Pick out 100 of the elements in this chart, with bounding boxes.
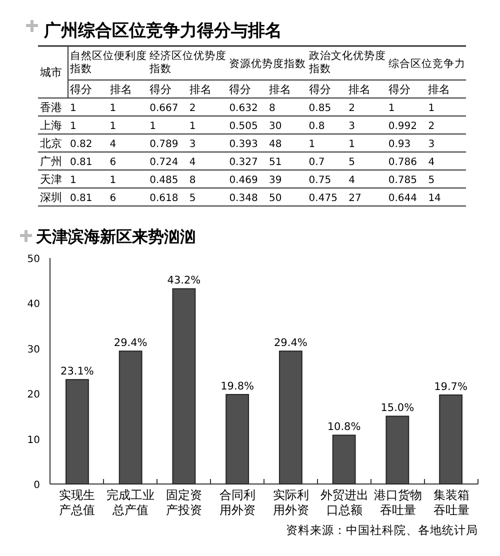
data-label: 39: [269, 175, 282, 186]
x-tick-label: 实际利用外资: [272, 488, 309, 517]
data-label: 0.81: [70, 157, 92, 168]
chart-title: 天津滨海新区来势汹汹: [35, 227, 196, 246]
data-label: 1: [70, 175, 76, 186]
y-tick-label: 30: [27, 344, 40, 356]
data-label: 0.667: [150, 103, 178, 114]
data-label: 19.8%: [220, 380, 254, 393]
data-label: 0.469: [229, 175, 258, 186]
x-tick-label: 排名: [189, 83, 212, 96]
text: 资源优势度指数: [229, 57, 306, 70]
data-label: 1: [70, 103, 76, 114]
y-tick-label: 天津: [40, 173, 62, 186]
data-label: 8: [189, 175, 196, 186]
data-label: 0.93: [388, 139, 411, 150]
data-label: 27: [348, 193, 362, 204]
x-tick-label: 实现生产总值: [58, 488, 95, 517]
x-tick-label: 排名: [348, 83, 371, 96]
data-label: 1: [110, 103, 116, 114]
data-label: 8: [269, 103, 276, 114]
bar: [226, 394, 250, 484]
data-label: 0.7: [308, 157, 325, 168]
data-label: 0.789: [150, 139, 178, 150]
bar: [386, 416, 410, 484]
text: 资料来源：中国社科院、各地统计局: [286, 523, 478, 537]
y-tick-label: 10: [27, 434, 40, 446]
x-tick-label: 合同利用外资: [219, 488, 256, 517]
x-tick-label: 排名: [428, 83, 450, 96]
data-label: 5: [348, 157, 355, 168]
data-label: 0.475: [308, 193, 338, 204]
data-label: 1: [189, 121, 196, 132]
text: 政治文化优势度指数: [308, 49, 386, 75]
data-label: 3: [189, 139, 196, 150]
x-tick-label: 得分: [150, 83, 172, 96]
data-label: 1: [308, 139, 316, 150]
chart-title: 广州综合区位竞争力得分与排名: [43, 21, 282, 41]
text: 经济区位优势度指数: [148, 49, 227, 75]
data-label: 0.327: [229, 157, 258, 168]
data-label: 4: [189, 157, 196, 168]
data-label: 14: [428, 193, 441, 204]
data-label: 51: [269, 157, 282, 168]
x-tick-label: 固定资产投资: [166, 488, 202, 517]
data-label: 0.82: [70, 139, 92, 150]
bar: [439, 394, 462, 484]
data-label: 0.75: [308, 175, 332, 186]
data-label: 2: [428, 121, 435, 132]
data-label: 0.85: [308, 103, 332, 114]
data-label: 0.785: [388, 175, 418, 186]
data-label: 5: [428, 175, 435, 186]
x-tick-label: 排名: [269, 83, 291, 96]
x-tick-label: 集装箱吞吐量: [433, 488, 470, 517]
data-label: 0.644: [388, 193, 418, 204]
bar: [172, 288, 196, 484]
data-label: 0.618: [150, 193, 178, 204]
x-tick-label: 得分: [388, 83, 410, 96]
y-tick-label: 香港: [40, 101, 62, 114]
data-label: 0.632: [229, 103, 258, 114]
data-label: 1: [388, 103, 395, 114]
data-label: 43.2%: [167, 274, 201, 287]
y-tick-label: 0: [34, 480, 40, 491]
y-tick-label: 上海: [40, 119, 62, 132]
data-label: 15.0%: [380, 402, 414, 414]
data-label: 6: [110, 157, 116, 168]
data-label: 1: [428, 103, 435, 114]
x-tick-label: 外贸进出口总额: [320, 488, 368, 517]
data-label: 0.992: [388, 121, 418, 132]
data-label: 1: [110, 121, 116, 132]
data-label: 48: [269, 139, 282, 150]
data-label: 0.8: [308, 121, 325, 132]
data-label: 3: [428, 139, 435, 150]
data-label: 0.393: [229, 139, 258, 150]
data-label: 0.786: [388, 157, 418, 168]
data-label: 3: [348, 121, 355, 132]
data-label: 23.1%: [60, 366, 94, 378]
data-label: 0.724: [150, 157, 178, 168]
data-label: 0.485: [150, 175, 178, 186]
data-label: 0.348: [229, 193, 258, 204]
data-label: 1: [150, 121, 156, 132]
data-label: 10.8%: [327, 421, 361, 434]
bar: [278, 350, 302, 484]
data-label: 19.7%: [434, 380, 468, 393]
bar: [118, 350, 142, 484]
data-label: 50: [269, 193, 282, 204]
data-label: 1: [110, 175, 116, 186]
x-tick-label: 得分: [70, 83, 92, 96]
y-tick-label: 深圳: [40, 191, 62, 204]
x-tick-label: 得分: [308, 83, 331, 96]
data-label: 29.4%: [114, 337, 148, 350]
x-tick-label: 港口货物吞吐量: [374, 488, 422, 517]
data-label: 30: [269, 121, 282, 132]
y-tick-label: 20: [27, 390, 40, 401]
data-label: 2: [348, 103, 355, 114]
y-tick-label: 50: [27, 254, 40, 265]
bar: [66, 379, 89, 484]
data-label: 0.81: [70, 193, 92, 204]
data-label: 1: [348, 139, 355, 150]
data-label: 0.505: [229, 121, 258, 132]
x-tick-label: 排名: [110, 83, 132, 96]
data-label: 4: [348, 175, 355, 186]
data-label: 4: [110, 139, 116, 150]
